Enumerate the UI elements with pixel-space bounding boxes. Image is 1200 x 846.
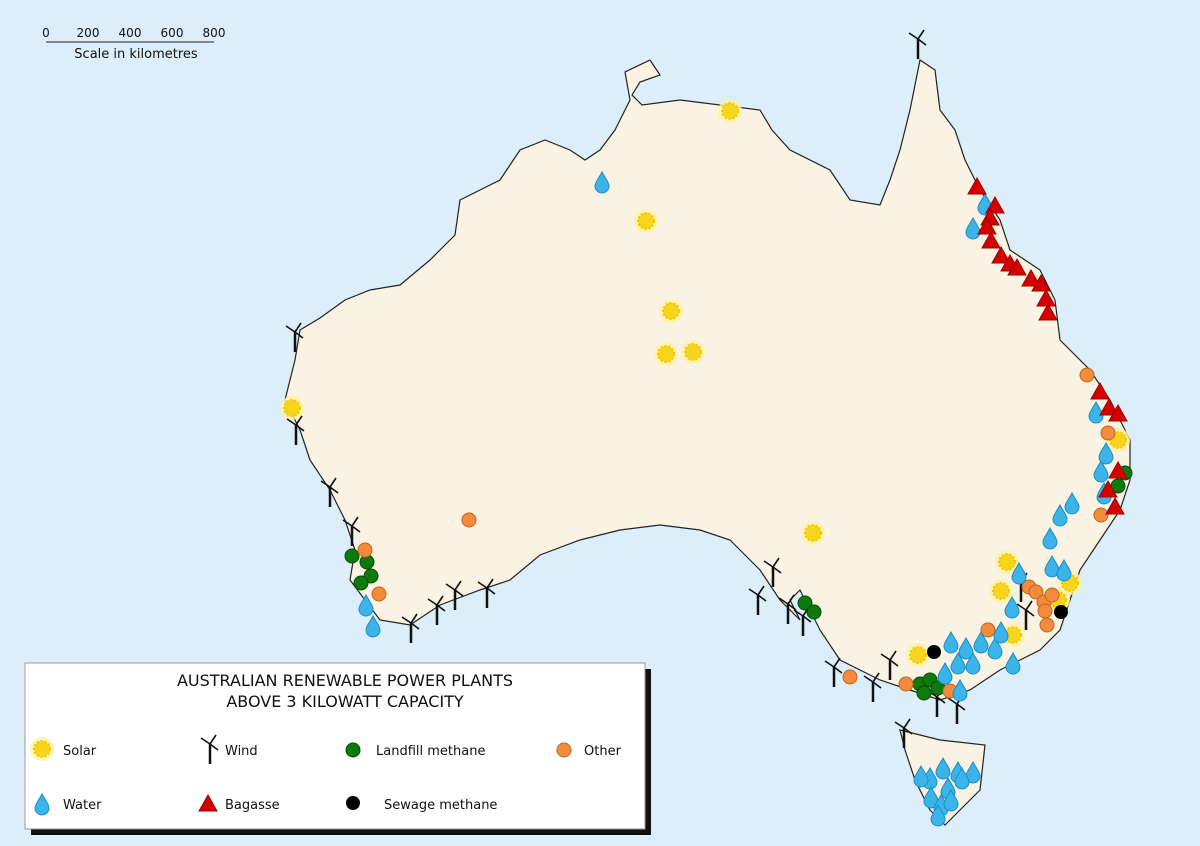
solar-plant (633, 208, 659, 234)
landfill-plant (806, 604, 822, 620)
legend-label: Sewage methane (384, 798, 497, 813)
scale-tick: 800 (203, 26, 226, 40)
scale-tick: 600 (161, 26, 184, 40)
other-plant (461, 512, 477, 528)
solar-plant (988, 578, 1014, 604)
scale-tick: 400 (119, 26, 142, 40)
other-plant (842, 669, 858, 685)
landfill-plant (344, 548, 360, 564)
legend-title: ABOVE 3 KILOWATT CAPACITY (226, 692, 464, 711)
sewage-plant (927, 645, 941, 659)
legend: AUSTRALIAN RENEWABLE POWER PLANTS ABOVE … (24, 662, 651, 835)
legend-label: Water (63, 798, 102, 813)
legend-title: AUSTRALIAN RENEWABLE POWER PLANTS (177, 671, 513, 690)
solar-plant (905, 642, 931, 668)
other-plant (371, 586, 387, 602)
solar-plant (658, 298, 684, 324)
scale-bar: 0 200 400 600 800 Scale in kilometres (42, 26, 225, 62)
sewage-plant (1054, 605, 1068, 619)
solar-plant (717, 98, 743, 124)
scale-caption: Scale in kilometres (74, 47, 198, 62)
legend-label: Wind (225, 744, 258, 759)
legend-icon (29, 736, 55, 762)
solar-plant (800, 520, 826, 546)
solar-plant (680, 339, 706, 365)
legend-icon (346, 796, 360, 810)
legend-label: Landfill methane (376, 744, 485, 759)
other-plant (898, 676, 914, 692)
legend-box (24, 662, 646, 830)
legend-label: Solar (63, 744, 97, 759)
scale-tick: 200 (77, 26, 100, 40)
solar-plant (653, 341, 679, 367)
solar-plant (279, 395, 305, 421)
other-plant (357, 542, 373, 558)
legend-label: Bagasse (225, 798, 280, 813)
other-plant (1039, 617, 1055, 633)
legend-icon (556, 742, 572, 758)
other-plant (1044, 587, 1060, 603)
other-plant (1079, 367, 1095, 383)
landfill-plant (916, 685, 932, 701)
other-plant (1037, 603, 1053, 619)
other-plant (1093, 507, 1109, 523)
mainland (284, 59, 1131, 701)
legend-label: Other (584, 744, 622, 759)
legend-icon (345, 742, 361, 758)
other-plant (1100, 425, 1116, 441)
landfill-plant (353, 575, 369, 591)
scale-tick: 0 (42, 26, 50, 40)
